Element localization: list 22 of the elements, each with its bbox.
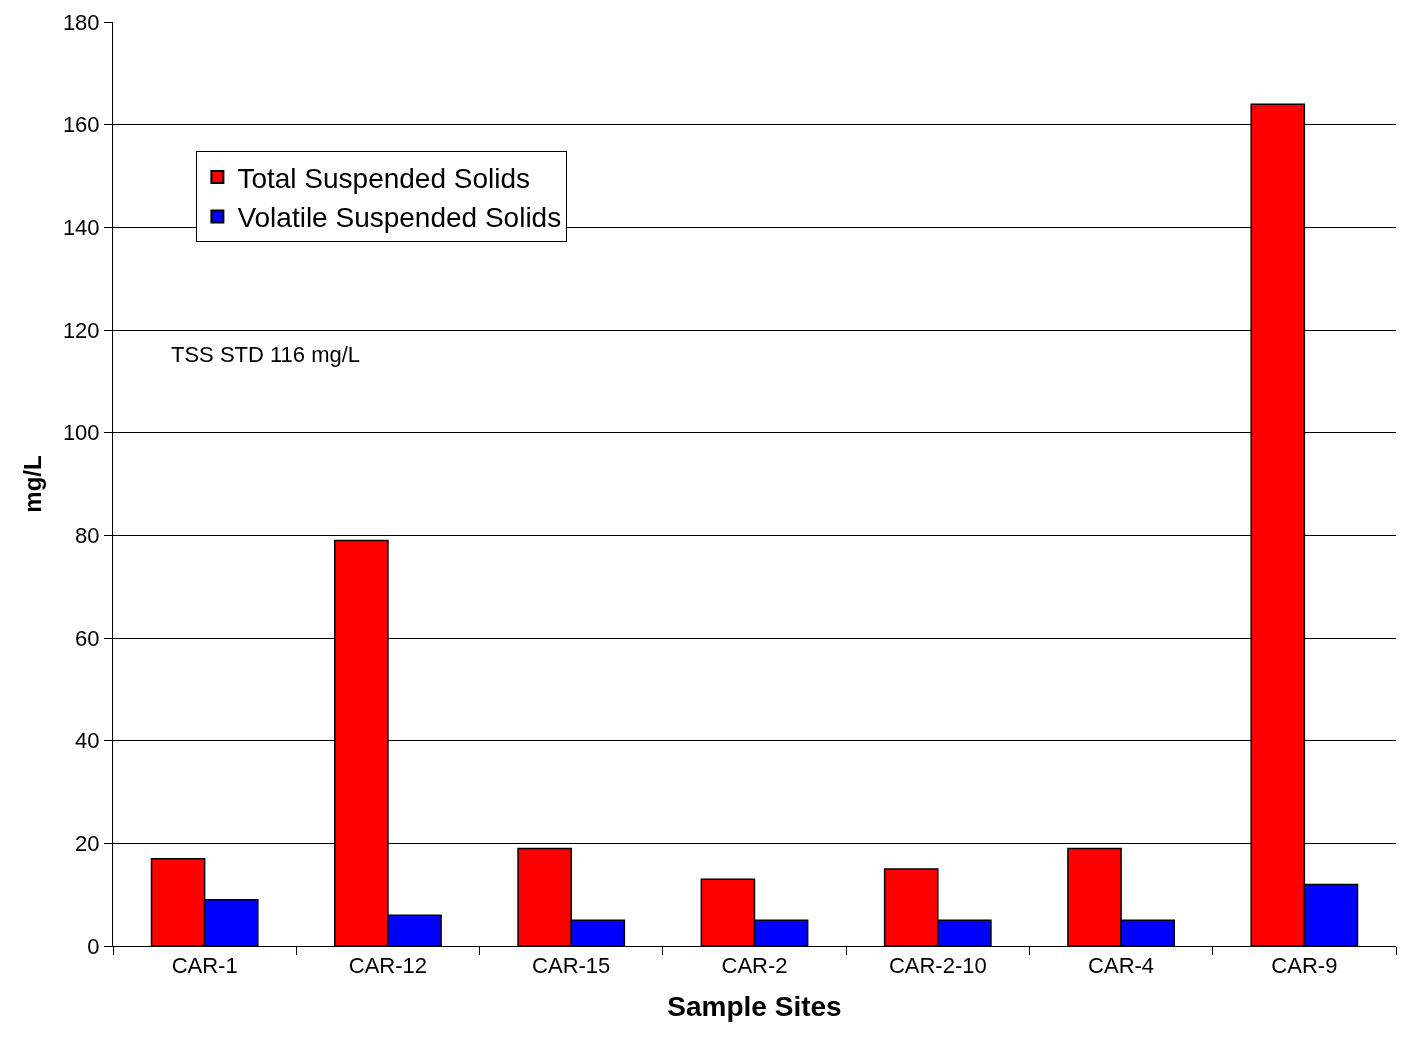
x-tick-label: CAR-4 [1088,953,1155,979]
x-tick-label: CAR-2-10 [888,953,987,979]
x-axis-title: Sample Sites [667,990,842,1022]
x-tick-label: CAR-12 [348,953,428,979]
y-tick-label: 0 [87,933,100,959]
annotation: TSS STD 116 mg/L [171,342,361,367]
legend-label: Total Suspended Solids [237,162,531,194]
y-tick-label: 40 [75,728,100,754]
y-tick-label: 60 [75,625,100,651]
y-tick-label: 180 [62,9,100,35]
y-tick-label: 160 [62,112,100,138]
y-tick-label: 80 [75,523,100,549]
legend-label: Volatile Suspended Solids [237,202,562,234]
x-tick-label: CAR-15 [532,953,611,979]
x-tick-label: CAR-9 [1271,953,1338,979]
y-tick-label: 100 [62,420,100,446]
y-tick-label: 20 [75,831,100,857]
y-axis-title: mg/L [18,455,46,513]
x-tick-label: CAR-1 [171,953,238,979]
x-tick-label: CAR-2 [721,953,788,979]
y-tick-label: 140 [62,215,100,241]
y-tick-label: 120 [62,317,100,343]
